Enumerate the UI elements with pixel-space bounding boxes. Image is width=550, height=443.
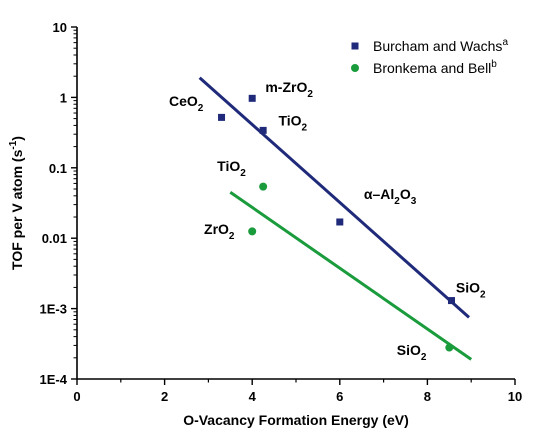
point-label: CeO2 xyxy=(169,93,204,114)
y-tick-label: 10 xyxy=(53,20,67,35)
fit-lines xyxy=(198,76,473,361)
point-label: α–Al2O3 xyxy=(364,186,417,207)
point-label-part: 2 xyxy=(198,103,204,114)
y-tick-label: 1 xyxy=(60,90,67,105)
data-point-square xyxy=(218,113,226,121)
point-label-part: 2 xyxy=(480,289,486,300)
x-axis-ticks: 0 2 4 6 8 10 xyxy=(73,379,522,404)
legend-marker-square xyxy=(351,42,359,50)
data-point-circle xyxy=(259,182,268,191)
y-axis-ticks: 1E-4 1E-3 0.01 0.1 1 10 xyxy=(40,20,77,387)
x-tick-label: 2 xyxy=(161,389,168,404)
legend-label: Burcham and Wachsa xyxy=(373,37,508,54)
data-point-square xyxy=(259,126,267,134)
point-label-part: 2 xyxy=(394,196,400,207)
point-label-part: TiO xyxy=(278,112,301,128)
x-tick-label: 10 xyxy=(508,389,522,404)
x-tick-label: 8 xyxy=(424,389,431,404)
data-point-square xyxy=(248,94,256,102)
data-points xyxy=(218,94,455,352)
y-axis-title-part: -1 xyxy=(8,140,19,149)
y-tick-label: 0.1 xyxy=(49,161,67,176)
y-tick-label: 1E-3 xyxy=(40,302,67,317)
point-label-part: O xyxy=(400,186,411,202)
point-label: ZrO2 xyxy=(204,221,235,242)
point-label-part: 2 xyxy=(229,231,235,242)
point-label-part: 2 xyxy=(240,168,246,179)
fit-line xyxy=(198,76,471,319)
y-axis-title: TOF per V atom (s-1) xyxy=(8,136,25,270)
data-point-circle xyxy=(248,227,257,236)
point-label-part: SiO xyxy=(456,279,480,295)
x-axis-title: O-Vacancy Formation Energy (eV) xyxy=(183,412,409,428)
data-point-square xyxy=(336,218,344,226)
point-label-part: m-ZrO xyxy=(265,79,307,95)
point-label: SiO2 xyxy=(397,342,427,363)
point-label-part: 2 xyxy=(421,352,427,363)
y-axis-title-part: ) xyxy=(9,136,25,141)
point-label: m-ZrO2 xyxy=(265,79,313,100)
x-tick-label: 4 xyxy=(249,389,257,404)
y-tick-label: 0.01 xyxy=(42,231,67,246)
x-tick-label: 6 xyxy=(336,389,343,404)
legend-series-name: Bronkema and Bell xyxy=(373,60,491,76)
y-tick-label: 1E-4 xyxy=(40,372,68,387)
data-point-circle xyxy=(445,343,454,352)
point-label-part: TiO xyxy=(217,158,240,174)
point-label: TiO2 xyxy=(278,112,307,133)
x-tick-label: 0 xyxy=(73,389,80,404)
legend-superscript: b xyxy=(491,59,497,70)
data-point-square xyxy=(447,297,455,305)
point-label-part: SiO xyxy=(397,342,421,358)
point-label-part: ZrO xyxy=(204,221,229,237)
point-label: SiO2 xyxy=(456,279,486,300)
point-label-part: 3 xyxy=(411,196,417,207)
legend-series-name: Burcham and Wachs xyxy=(373,38,502,54)
point-label-part: CeO xyxy=(169,93,198,109)
fit-line xyxy=(229,190,473,361)
legend: Burcham and Wachsa Bronkema and Bellb xyxy=(351,37,508,76)
point-label-part: 2 xyxy=(302,122,308,133)
point-label: TiO2 xyxy=(217,158,246,179)
point-label-part: α–Al xyxy=(364,186,394,202)
legend-label: Bronkema and Bellb xyxy=(373,59,497,76)
legend-marker-circle xyxy=(351,64,359,72)
y-axis-title-part: TOF per V atom (s xyxy=(9,149,25,270)
legend-superscript: a xyxy=(502,37,508,48)
point-label-part: 2 xyxy=(307,89,313,100)
